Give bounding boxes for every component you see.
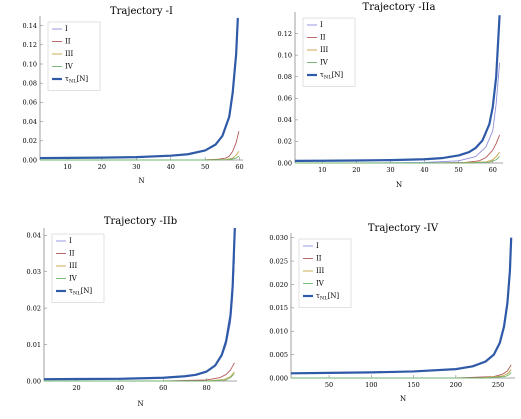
- legend-label: I: [65, 25, 68, 33]
- legend-label: III: [65, 50, 74, 58]
- x-tick-label: 40: [116, 384, 124, 392]
- x-tick-label: 60: [489, 166, 497, 174]
- legend-label: IV: [320, 59, 329, 67]
- chart-title: Trajectory -IV: [368, 223, 439, 234]
- y-tick-label: 0.00: [278, 159, 292, 167]
- series-line-2: [40, 131, 240, 161]
- series-line-5: [290, 237, 513, 375]
- chart-panel-3: Trajectory -IIb 0.00 0.01 0.02 0.03 0.04 20 40 6…: [27, 216, 237, 408]
- x-axis-label: N: [138, 177, 144, 185]
- legend-label: III: [69, 262, 78, 270]
- y-tick-label: 0.04: [27, 232, 41, 240]
- y-tick-label: 0.000: [269, 374, 288, 382]
- x-tick-label: 50: [201, 163, 209, 171]
- y-tick-label: 0.12: [23, 41, 37, 49]
- y-tick-label: 0.10: [278, 51, 292, 59]
- y-tick-label: 0.015: [269, 304, 288, 312]
- y-tick-label: 0.010: [269, 328, 288, 336]
- y-tick-label: 0.00: [23, 156, 37, 164]
- series-line-5: [294, 15, 501, 162]
- legend-label: III: [320, 46, 329, 54]
- x-axis-label: N: [396, 181, 402, 189]
- legend-label: IV: [69, 275, 78, 283]
- legend-label: II: [320, 34, 326, 42]
- x-axis-label: N: [137, 400, 143, 408]
- x-tick-label: 10: [318, 166, 326, 174]
- chart-panel-2: Trajectory -IIa 0.00 0.02 0.04 0.06 0.08 0.10 0…: [278, 2, 503, 189]
- y-tick-label: 0.12: [278, 30, 292, 38]
- x-tick-label: 10: [63, 163, 71, 171]
- y-tick-label: 0.06: [23, 99, 37, 107]
- y-tick-label: 0.00: [27, 377, 41, 385]
- x-tick-label: 60: [159, 384, 167, 392]
- legend-label: τNL[N]: [69, 287, 92, 297]
- x-tick-label: 250: [492, 381, 504, 389]
- x-tick-label: 30: [132, 163, 140, 171]
- y-tick-label: 0.01: [27, 341, 41, 349]
- y-tick-label: 0.10: [23, 60, 37, 68]
- series-line-4: [291, 372, 512, 379]
- x-tick-label: 20: [352, 166, 360, 174]
- y-tick-label: 0.02: [278, 138, 292, 146]
- series-line-4: [40, 155, 240, 161]
- x-tick-label: 100: [365, 381, 377, 389]
- x-tick-label: 30: [386, 166, 394, 174]
- y-tick-label: 0.03: [27, 268, 41, 276]
- chart-panel-1: Trajectory -I 0.00 0.02 0.04 0.06 0.08 0.10 0.1…: [23, 6, 244, 185]
- x-tick-label: 50: [455, 166, 463, 174]
- legend-label: τNL[N]: [320, 71, 343, 81]
- legend-label: τNL[N]: [65, 75, 88, 85]
- x-axis-label: N: [400, 395, 406, 403]
- x-tick-label: 20: [98, 163, 106, 171]
- x-tick-label: 80: [202, 384, 210, 392]
- series-line-4: [44, 373, 235, 382]
- x-tick-label: 150: [407, 381, 419, 389]
- legend-label: II: [316, 255, 322, 263]
- legend-label: II: [69, 250, 75, 258]
- y-tick-label: 0.04: [278, 116, 292, 124]
- series-line-5: [39, 17, 239, 160]
- legend-label: I: [316, 242, 319, 250]
- legend-label: IV: [65, 63, 74, 71]
- y-tick-label: 0.06: [278, 95, 292, 103]
- series-line-2: [295, 134, 501, 164]
- legend-label: III: [316, 267, 325, 275]
- chart-title: Trajectory -IIb: [104, 216, 177, 227]
- legend-label: I: [69, 237, 72, 245]
- chart-panel-4: Trajectory -IV 0.000 0.005 0.010 0.015 0.020 0…: [269, 223, 515, 403]
- y-tick-label: 0.02: [23, 137, 37, 145]
- y-tick-label: 0.04: [23, 118, 37, 126]
- x-tick-label: 20: [72, 384, 80, 392]
- y-tick-label: 0.005: [269, 351, 288, 359]
- legend-label: IV: [316, 280, 325, 288]
- legend-label: τNL[N]: [316, 292, 339, 302]
- x-tick-label: 60: [235, 163, 243, 171]
- y-tick-label: 0.14: [23, 22, 37, 30]
- x-tick-label: 50: [325, 381, 333, 389]
- series-line-5: [43, 227, 236, 381]
- legend-label: I: [320, 21, 323, 29]
- y-tick-label: 0.08: [278, 73, 292, 81]
- y-tick-label: 0.08: [23, 80, 37, 88]
- x-tick-label: 200: [450, 381, 462, 389]
- y-tick-label: 0.020: [269, 281, 288, 289]
- series-line-4: [295, 156, 500, 164]
- x-tick-label: 40: [420, 166, 428, 174]
- legend-label: II: [65, 38, 71, 46]
- y-tick-label: 0.025: [269, 257, 288, 265]
- chart-title: Trajectory -IIa: [363, 2, 436, 13]
- y-tick-label: 0.030: [269, 234, 288, 242]
- y-tick-label: 0.02: [27, 304, 41, 312]
- x-tick-label: 40: [167, 163, 175, 171]
- chart-title: Trajectory -I: [110, 6, 173, 17]
